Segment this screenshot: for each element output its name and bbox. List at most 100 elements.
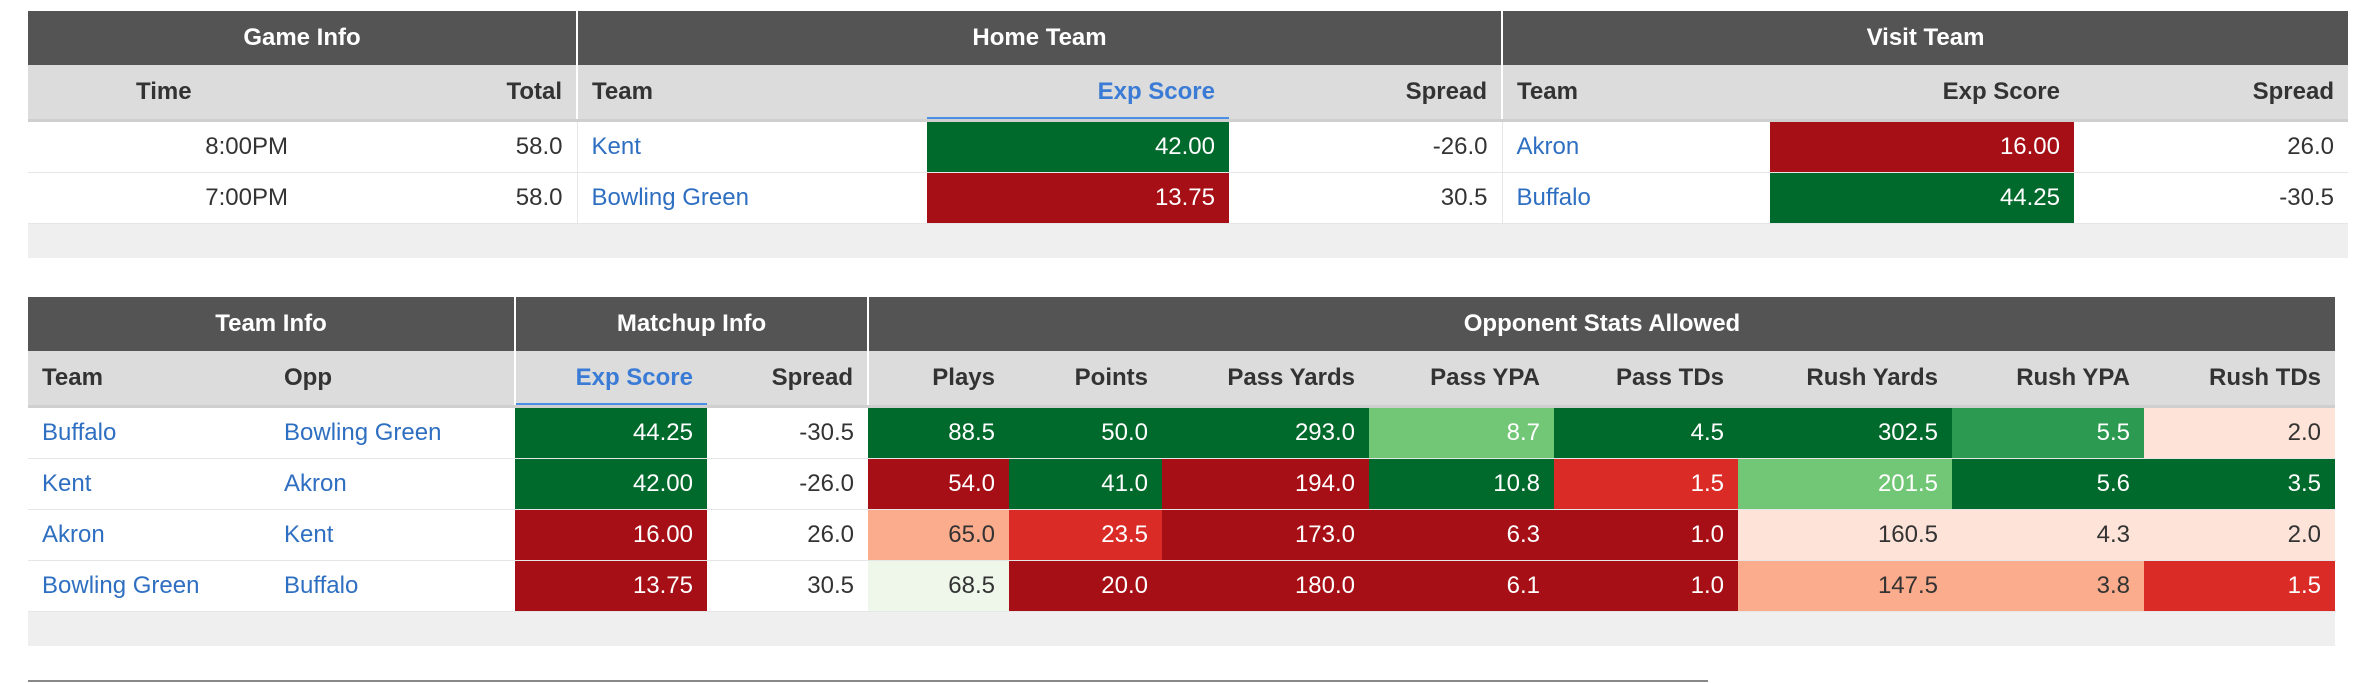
pass-ypa: 6.1 <box>1369 560 1554 612</box>
col-header-plays[interactable]: Plays <box>868 351 1009 408</box>
game-time: 7:00PM <box>28 172 548 224</box>
col-header-rush-ypa[interactable]: Rush YPA <box>1952 351 2144 408</box>
team-link[interactable]: Buffalo <box>28 406 270 459</box>
col-header-rush-yards[interactable]: Rush Yards <box>1738 351 1952 408</box>
exp-score: 44.25 <box>515 406 707 459</box>
col-header-visit-spread[interactable]: Spread <box>2074 65 2348 122</box>
col-header-points[interactable]: Points <box>1009 351 1162 408</box>
rush-ypa: 3.8 <box>1952 560 2144 612</box>
rush-yards: 302.5 <box>1738 406 1952 459</box>
points: 23.5 <box>1009 509 1162 561</box>
pass-yards: 180.0 <box>1162 560 1369 612</box>
col-header-pass-ypa[interactable]: Pass YPA <box>1369 351 1554 408</box>
points: 20.0 <box>1009 560 1162 612</box>
col-header-rush-tds[interactable]: Rush TDs <box>2144 351 2335 408</box>
group-header-visit-team: Visit Team <box>1502 11 2348 65</box>
table-row: 8:00PM 58.0 Kent 42.00 -26.0 Akron 16.00… <box>28 120 2348 173</box>
pass-tds: 1.0 <box>1554 560 1738 612</box>
spread: -30.5 <box>707 406 868 459</box>
visit-team-link[interactable]: Akron <box>1501 120 1770 173</box>
col-header-pass-yards[interactable]: Pass Yards <box>1162 351 1369 408</box>
plays: 65.0 <box>868 509 1009 561</box>
opp-link[interactable]: Buffalo <box>270 560 515 612</box>
rush-tds: 2.0 <box>2144 509 2335 561</box>
rush-yards: 160.5 <box>1738 509 1952 561</box>
visit-spread: -30.5 <box>2074 172 2348 224</box>
table-row: Bowling Green Buffalo 13.75 30.5 68.5 20… <box>28 560 2335 612</box>
rush-tds: 1.5 <box>2144 560 2335 612</box>
exp-score: 13.75 <box>515 560 707 612</box>
plays: 68.5 <box>868 560 1009 612</box>
table-row: 7:00PM 58.0 Bowling Green 13.75 30.5 Buf… <box>28 172 2348 224</box>
visit-team-link[interactable]: Buffalo <box>1501 172 1770 224</box>
rush-tds: 2.0 <box>2144 406 2335 459</box>
spread: 26.0 <box>707 509 868 561</box>
rush-tds: 3.5 <box>2144 458 2335 510</box>
rush-ypa: 5.5 <box>1952 406 2144 459</box>
visit-exp-score: 44.25 <box>1770 172 2074 224</box>
col-header-spread[interactable]: Spread <box>707 351 869 408</box>
home-exp-score: 13.75 <box>927 172 1229 224</box>
visit-spread: 26.0 <box>2074 120 2348 173</box>
pass-ypa: 8.7 <box>1369 406 1554 459</box>
pass-yards: 293.0 <box>1162 406 1369 459</box>
pass-tds: 1.5 <box>1554 458 1738 510</box>
pass-tds: 4.5 <box>1554 406 1738 459</box>
table-row: Kent Akron 42.00 -26.0 54.0 41.0 194.0 1… <box>28 458 2335 510</box>
rush-yards: 147.5 <box>1738 560 1952 612</box>
matchups-table: Team Info Matchup Info Opponent Stats Al… <box>28 297 2335 646</box>
home-spread: 30.5 <box>1229 172 1502 224</box>
table-footer <box>28 611 2335 646</box>
points: 41.0 <box>1009 458 1162 510</box>
rush-ypa: 5.6 <box>1952 458 2144 510</box>
col-header-home-spread[interactable]: Spread <box>1229 65 1503 122</box>
col-header-visit-exp-score[interactable]: Exp Score <box>1770 65 2074 122</box>
table-row: Akron Kent 16.00 26.0 65.0 23.5 173.0 6.… <box>28 509 2335 561</box>
team-link[interactable]: Kent <box>28 458 270 510</box>
visit-exp-score: 16.00 <box>1770 120 2074 173</box>
pass-yards: 173.0 <box>1162 509 1369 561</box>
divider <box>28 680 1708 682</box>
col-header-visit-team[interactable]: Team <box>1502 65 1770 122</box>
home-team-link[interactable]: Bowling Green <box>576 172 927 224</box>
opp-link[interactable]: Akron <box>270 458 515 510</box>
pass-yards: 194.0 <box>1162 458 1369 510</box>
opp-link[interactable]: Bowling Green <box>270 406 515 459</box>
col-header-opp[interactable]: Opp <box>270 351 516 408</box>
rush-ypa: 4.3 <box>1952 509 2144 561</box>
table-footer <box>28 223 2348 258</box>
home-team-link[interactable]: Kent <box>576 120 927 173</box>
games-table: Game Info Home Team Visit Team Time Tota… <box>28 11 2348 258</box>
exp-score: 42.00 <box>515 458 707 510</box>
group-header-home-team: Home Team <box>577 11 1503 65</box>
home-spread: -26.0 <box>1229 120 1502 173</box>
pass-ypa: 6.3 <box>1369 509 1554 561</box>
col-header-home-team[interactable]: Team <box>577 65 927 122</box>
col-header-pass-tds[interactable]: Pass TDs <box>1554 351 1738 408</box>
col-header-home-exp-score[interactable]: Exp Score <box>927 65 1229 122</box>
opp-link[interactable]: Kent <box>270 509 515 561</box>
home-exp-score: 42.00 <box>927 120 1229 173</box>
group-header-team-info: Team Info <box>28 297 516 351</box>
team-link[interactable]: Bowling Green <box>28 560 270 612</box>
game-total: 58.0 <box>516 120 577 173</box>
spread: 30.5 <box>707 560 868 612</box>
col-header-team[interactable]: Team <box>28 351 270 408</box>
game-time: 8:00PM <box>28 120 548 173</box>
spread: -26.0 <box>707 458 868 510</box>
team-link[interactable]: Akron <box>28 509 270 561</box>
col-header-time[interactable]: Time <box>28 65 548 122</box>
col-header-total[interactable]: Total <box>506 65 578 122</box>
col-header-exp-score[interactable]: Exp Score <box>515 351 707 408</box>
exp-score: 16.00 <box>515 509 707 561</box>
group-header-game-info: Game Info <box>28 11 578 65</box>
pass-ypa: 10.8 <box>1369 458 1554 510</box>
table-row: Buffalo Bowling Green 44.25 -30.5 88.5 5… <box>28 406 2335 459</box>
plays: 54.0 <box>868 458 1009 510</box>
rush-yards: 201.5 <box>1738 458 1952 510</box>
group-header-opponent-stats: Opponent Stats Allowed <box>868 297 2335 351</box>
pass-tds: 1.0 <box>1554 509 1738 561</box>
points: 50.0 <box>1009 406 1162 459</box>
group-header-matchup-info: Matchup Info <box>515 297 869 351</box>
game-total: 58.0 <box>516 172 577 224</box>
